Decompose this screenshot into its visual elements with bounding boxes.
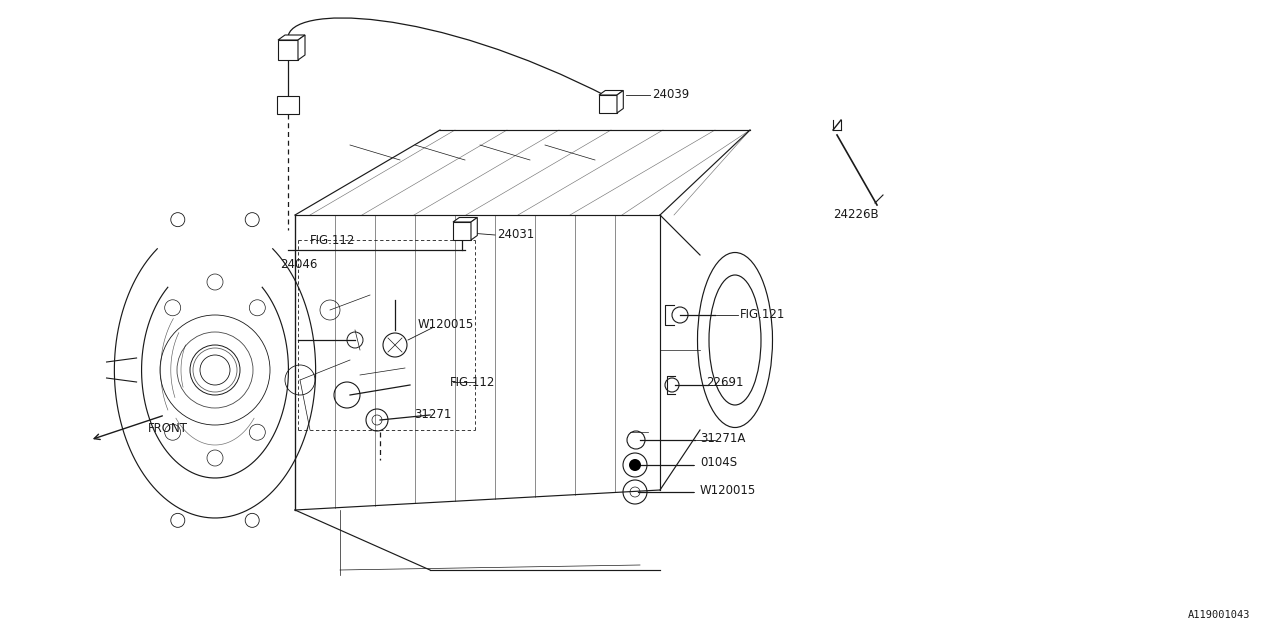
Text: 24039: 24039: [652, 88, 689, 102]
Bar: [278, 40, 298, 60]
Circle shape: [628, 459, 641, 471]
Text: W120015: W120015: [419, 319, 475, 332]
Polygon shape: [278, 35, 305, 40]
Polygon shape: [617, 90, 623, 113]
Text: FIG.112: FIG.112: [310, 234, 356, 246]
Text: 31271: 31271: [413, 408, 452, 422]
Text: FRONT: FRONT: [148, 422, 188, 435]
Text: 24226B: 24226B: [833, 209, 878, 221]
Text: 24031: 24031: [497, 228, 534, 241]
Text: FIG.112: FIG.112: [451, 376, 495, 388]
Ellipse shape: [709, 275, 762, 405]
Ellipse shape: [698, 253, 773, 428]
Polygon shape: [453, 218, 477, 222]
Text: FIG.121: FIG.121: [740, 308, 786, 321]
Text: 22691: 22691: [707, 376, 744, 388]
Bar: [276, 96, 300, 114]
Text: 24046: 24046: [280, 259, 317, 271]
Polygon shape: [599, 90, 623, 95]
Bar: [453, 222, 471, 240]
Text: 0104S: 0104S: [700, 456, 737, 470]
Polygon shape: [298, 35, 305, 60]
Polygon shape: [471, 218, 477, 240]
Text: 31271A: 31271A: [700, 431, 745, 445]
Text: A119001043: A119001043: [1188, 610, 1251, 620]
Text: W120015: W120015: [700, 483, 756, 497]
Bar: [599, 95, 617, 113]
